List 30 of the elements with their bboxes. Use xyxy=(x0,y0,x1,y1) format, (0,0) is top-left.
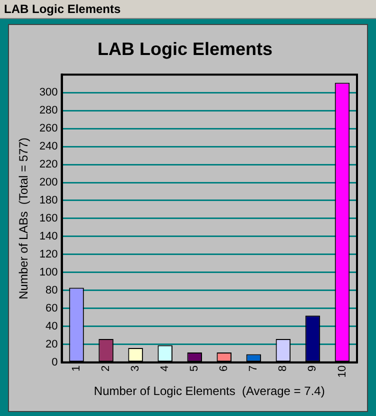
chart-title: LAB Logic Elements xyxy=(97,38,273,59)
y-tick-label: 200 xyxy=(39,176,58,189)
y-tick-label: 180 xyxy=(39,194,58,207)
y-tick-label: 140 xyxy=(39,230,58,242)
x-axis-title: Number of Logic Elements (Average = 7.4) xyxy=(94,384,325,398)
x-tick-label: 8 xyxy=(277,365,290,372)
y-tick-label: 20 xyxy=(46,338,58,350)
y-tick-label: 220 xyxy=(39,158,58,171)
x-tick-label: 5 xyxy=(188,365,201,372)
y-tick-label: 60 xyxy=(46,302,58,314)
x-tick-label: 1 xyxy=(70,365,83,372)
y-tick-label: 260 xyxy=(39,122,58,135)
x-tick-label: 7 xyxy=(248,365,260,372)
x-tick-label: 4 xyxy=(159,365,172,372)
y-tick-label: 0 xyxy=(52,356,58,368)
text: LAB Logic Elements xyxy=(0,0,376,19)
x-tick-label: 2 xyxy=(100,365,112,372)
x-tick-label: 9 xyxy=(306,365,319,372)
x-tick-label: 3 xyxy=(130,365,142,372)
y-tick-label: 80 xyxy=(46,284,58,296)
y-tick-label: 280 xyxy=(39,104,58,117)
y-tick-label: 120 xyxy=(39,248,58,260)
y-tick-label: 300 xyxy=(39,86,58,99)
x-tick-label: 10 xyxy=(336,365,348,378)
x-tick-label: 6 xyxy=(218,365,230,372)
y-tick-label: 40 xyxy=(46,320,58,332)
y-tick-label: 240 xyxy=(39,140,58,153)
y-tick-label: 160 xyxy=(39,212,58,225)
y-tick-label: 100 xyxy=(39,266,58,278)
y-axis-title: Number of LABs (Total = 577) xyxy=(16,138,31,300)
